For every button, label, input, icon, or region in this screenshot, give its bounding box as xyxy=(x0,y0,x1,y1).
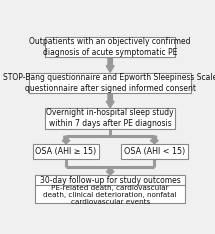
FancyArrow shape xyxy=(106,58,114,72)
Text: Outpatients with an objectively confirmed
diagnosis of acute symptomatic PE: Outpatients with an objectively confirme… xyxy=(29,37,191,57)
FancyArrow shape xyxy=(62,136,70,144)
Text: OSA (AHI < 15): OSA (AHI < 15) xyxy=(124,147,185,156)
FancyBboxPatch shape xyxy=(45,108,175,128)
FancyBboxPatch shape xyxy=(29,73,191,93)
FancyBboxPatch shape xyxy=(121,144,188,159)
Text: STOP-Bang questionnaire and Epworth Sleepiness Scale
questionnaire after signed : STOP-Bang questionnaire and Epworth Slee… xyxy=(3,73,215,93)
FancyArrow shape xyxy=(106,94,114,108)
FancyArrow shape xyxy=(106,167,114,175)
Text: PE-related death, cardiovascular
death, clinical deterioration, nonfatal
cardiov: PE-related death, cardiovascular death, … xyxy=(43,185,177,205)
FancyArrow shape xyxy=(150,136,158,144)
Text: OSA (AHI ≥ 15): OSA (AHI ≥ 15) xyxy=(35,147,97,156)
FancyBboxPatch shape xyxy=(33,144,99,159)
Text: 30-day follow-up for study outcomes: 30-day follow-up for study outcomes xyxy=(40,176,181,185)
Text: Overnight in-hospital sleep study
within 7 days after PE diagnosis: Overnight in-hospital sleep study within… xyxy=(46,109,174,128)
FancyBboxPatch shape xyxy=(35,175,185,203)
FancyBboxPatch shape xyxy=(45,37,175,57)
